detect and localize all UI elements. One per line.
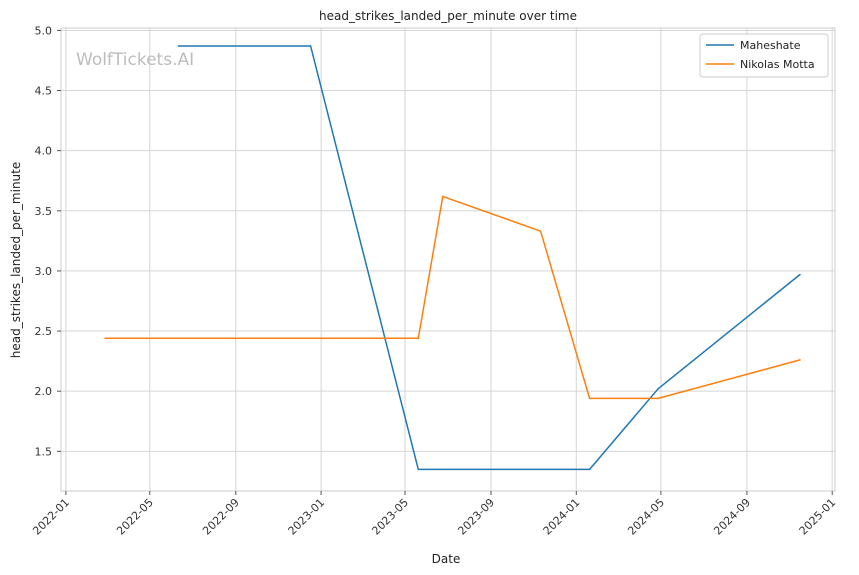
- data-point-maheshate: [588, 468, 591, 471]
- data-point-nikolas-motta: [539, 230, 542, 232]
- legend: Maheshate Nikolas Motta: [699, 33, 829, 78]
- data-point-maheshate: [657, 388, 659, 390]
- y-axis-ticks: 1.5 2.0 2.5 3.0 3.5 4.0 4.5 5.0: [35, 24, 61, 458]
- data-point-maheshate: [417, 468, 420, 471]
- y-tick-label: 3.5: [35, 205, 53, 218]
- y-tick-label: 2.0: [35, 385, 53, 398]
- data-point-nikolas-motta: [657, 397, 659, 400]
- watermark: WolfTickets.AI: [76, 50, 194, 70]
- data-point-maheshate: [309, 45, 312, 47]
- chart-title: head_strikes_landed_per_minute over time: [319, 9, 577, 23]
- y-tick-label: 4.0: [35, 145, 53, 158]
- y-tick-label: 4.5: [35, 85, 53, 98]
- data-point-maheshate: [799, 273, 801, 276]
- y-axis-label: head_strikes_landed_per_minute: [9, 162, 23, 359]
- legend-label-nikolas-motta: Nikolas Motta: [740, 58, 815, 71]
- data-point-nikolas-motta: [442, 195, 444, 198]
- data-point-nikolas-motta: [417, 337, 420, 340]
- y-tick-label: 1.5: [35, 445, 53, 458]
- y-tick-label: 2.5: [35, 325, 53, 338]
- y-tick-label: 3.0: [35, 265, 53, 278]
- series-layer: [104, 45, 801, 471]
- data-point-nikolas-motta: [104, 337, 106, 340]
- y-tick-label: 5.0: [35, 24, 53, 37]
- data-point-nikolas-motta: [799, 359, 801, 361]
- x-axis-label: Date: [432, 552, 461, 566]
- plot-frame: [60, 27, 836, 492]
- data-point-maheshate: [177, 45, 180, 47]
- data-point-nikolas-motta: [588, 397, 591, 400]
- series-line-maheshate: [178, 45, 801, 471]
- grid: [61, 28, 835, 491]
- legend-label-maheshate: Maheshate: [740, 39, 801, 52]
